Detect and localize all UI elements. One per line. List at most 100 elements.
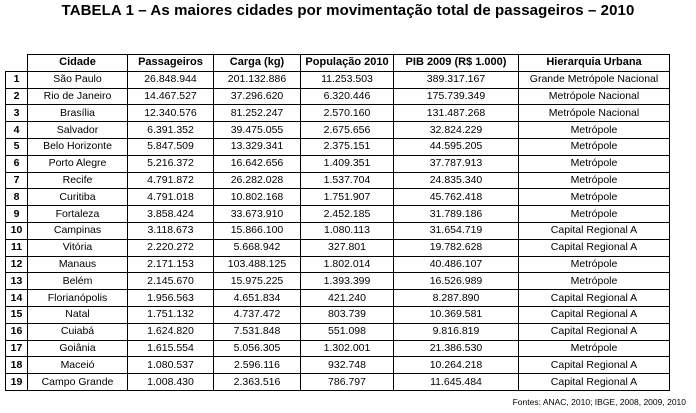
row-index: 12 (5, 255, 28, 274)
cell-populacao: 2.675.656 (300, 121, 394, 139)
row-index: 10 (5, 221, 28, 240)
cell-cidade: Campo Grande (27, 373, 128, 391)
cell-cidade: São Paulo (27, 70, 128, 89)
table-title: TABELA 1 – As maiores cidades por movime… (61, 2, 635, 19)
cell-passageiros: 1.624.820 (127, 322, 214, 341)
cell-hierarquia: Metrópole (518, 137, 670, 156)
cell-cidade: Recife (27, 171, 128, 190)
cell-cidade: Vitória (27, 238, 128, 257)
cell-passageiros: 3.858.424 (127, 205, 214, 223)
cell-pib: 16.526.989 (393, 272, 519, 291)
cell-cidade: Salvador (27, 121, 128, 139)
row-index: 17 (5, 339, 28, 358)
cell-carga: 15.866.100 (213, 221, 301, 240)
cell-carga: 4.651.834 (213, 289, 301, 307)
cell-carga: 13.329.341 (213, 137, 301, 156)
cell-populacao: 1.751.907 (300, 188, 394, 207)
cell-populacao: 1.080.113 (300, 221, 394, 240)
table-header: Cidade Passageiros Carga (kg) População 201… (5, 54, 670, 72)
row-index: 5 (5, 137, 28, 156)
cell-carga: 81.252.247 (213, 104, 301, 123)
row-index: 18 (5, 356, 28, 375)
data-table: Cidade Passageiros Carga (kg) População 201… (5, 54, 670, 391)
cell-populacao: 327.801 (300, 238, 394, 257)
row-index: 1 (5, 70, 28, 89)
cell-carga: 103.488.125 (213, 255, 301, 274)
cell-carga: 16.642.656 (213, 154, 301, 173)
cell-pib: 175.739.349 (393, 87, 519, 106)
cell-carga: 5.668.942 (213, 238, 301, 257)
cell-cidade: Rio de Janeiro (27, 87, 128, 106)
cell-hierarquia: Capital Regional A (518, 289, 670, 307)
cell-populacao: 786.797 (300, 373, 394, 391)
cell-pib: 19.782.628 (393, 238, 519, 257)
table-body: 1 São Paulo 26.848.944 201.132.886 11.253.50… (5, 70, 670, 391)
cell-pib: 24.835.340 (393, 171, 519, 190)
cell-populacao: 2.570.160 (300, 104, 394, 123)
table-row: 3 Brasília 12.340.576 81.252.247 2.570.160 13… (5, 104, 670, 123)
header-carga: Carga (kg) (213, 54, 301, 72)
cell-populacao: 11.253.503 (300, 70, 394, 89)
table-row: 5 Belo Horizonte 5.847.509 13.329.341 2.375.… (5, 137, 670, 156)
cell-carga: 2.363.516 (213, 373, 301, 391)
cell-carga: 5.056.305 (213, 339, 301, 358)
row-index: 3 (5, 104, 28, 123)
cell-hierarquia: Capital Regional A (518, 373, 670, 391)
header-populacao: População 2010 (300, 54, 394, 72)
cell-hierarquia: Metrópole (518, 272, 670, 291)
cell-passageiros: 1.956.563 (127, 289, 214, 307)
cell-populacao: 2.375.151 (300, 137, 394, 156)
cell-cidade: Belo Horizonte (27, 137, 128, 156)
table-row: 4 Salvador 6.391.352 39.475.055 2.675.656 32.… (5, 121, 670, 139)
cell-passageiros: 26.848.944 (127, 70, 214, 89)
row-index: 9 (5, 205, 28, 223)
cell-populacao: 551.098 (300, 322, 394, 341)
cell-carga: 33.673.910 (213, 205, 301, 223)
cell-hierarquia: Metrópole (518, 171, 670, 190)
cell-cidade: Florianópolis (27, 289, 128, 307)
cell-cidade: Manaus (27, 255, 128, 274)
header-pib: PIB 2009 (R$ 1.000) (393, 54, 519, 72)
cell-cidade: Maceió (27, 356, 128, 375)
row-index: 11 (5, 238, 28, 257)
header-row: Cidade Passageiros Carga (kg) População 201… (5, 54, 670, 72)
table-row: 8 Curitiba 4.791.018 10.802.168 1.751.907 45.… (5, 188, 670, 207)
cell-passageiros: 14.467.527 (127, 87, 214, 106)
cell-pib: 11.645.484 (393, 373, 519, 391)
cell-cidade: Brasília (27, 104, 128, 123)
cell-cidade: Porto Alegre (27, 154, 128, 173)
row-index: 15 (5, 305, 28, 324)
cell-hierarquia: Metrópole (518, 205, 670, 223)
table-row: 17 Goiânia 1.615.554 5.056.305 1.302.001 21.3… (5, 339, 670, 358)
cell-cidade: Cuiabá (27, 322, 128, 341)
cell-hierarquia: Grande Metrópole Nacional (518, 70, 670, 89)
cell-pib: 10.369.581 (393, 305, 519, 324)
cell-pib: 37.787.913 (393, 154, 519, 173)
row-index: 4 (5, 121, 28, 139)
table-row: 14 Florianópolis 1.956.563 4.651.834 421.240… (5, 289, 670, 307)
header-cidade: Cidade (27, 54, 128, 72)
table-row: 15 Natal 1.751.132 4.737.472 803.739 10.369.5… (5, 305, 670, 324)
cell-passageiros: 5.847.509 (127, 137, 214, 156)
cell-populacao: 1.802.014 (300, 255, 394, 274)
table-row: 11 Vitória 2.220.272 5.668.942 327.801 19.782… (5, 238, 670, 257)
cell-populacao: 803.739 (300, 305, 394, 324)
header-passageiros: Passageiros (127, 54, 214, 72)
cell-hierarquia: Capital Regional A (518, 221, 670, 240)
table-row: 12 Manaus 2.171.153 103.488.125 1.802.014 40.… (5, 255, 670, 274)
cell-populacao: 932.748 (300, 356, 394, 375)
cell-passageiros: 1.615.554 (127, 339, 214, 358)
table-row: 16 Cuiabá 1.624.820 7.531.848 551.098 9.816.8… (5, 322, 670, 341)
cell-passageiros: 4.791.018 (127, 188, 214, 207)
cell-pib: 31.789.186 (393, 205, 519, 223)
cell-pib: 9.816.819 (393, 322, 519, 341)
cell-passageiros: 2.171.153 (127, 255, 214, 274)
cell-populacao: 1.409.351 (300, 154, 394, 173)
cell-pib: 131.487.268 (393, 104, 519, 123)
cell-populacao: 2.452.185 (300, 205, 394, 223)
cell-cidade: Belém (27, 272, 128, 291)
cell-passageiros: 12.340.576 (127, 104, 214, 123)
cell-hierarquia: Metrópole (518, 188, 670, 207)
cell-passageiros: 2.220.272 (127, 238, 214, 257)
cell-hierarquia: Metrópole Nacional (518, 104, 670, 123)
